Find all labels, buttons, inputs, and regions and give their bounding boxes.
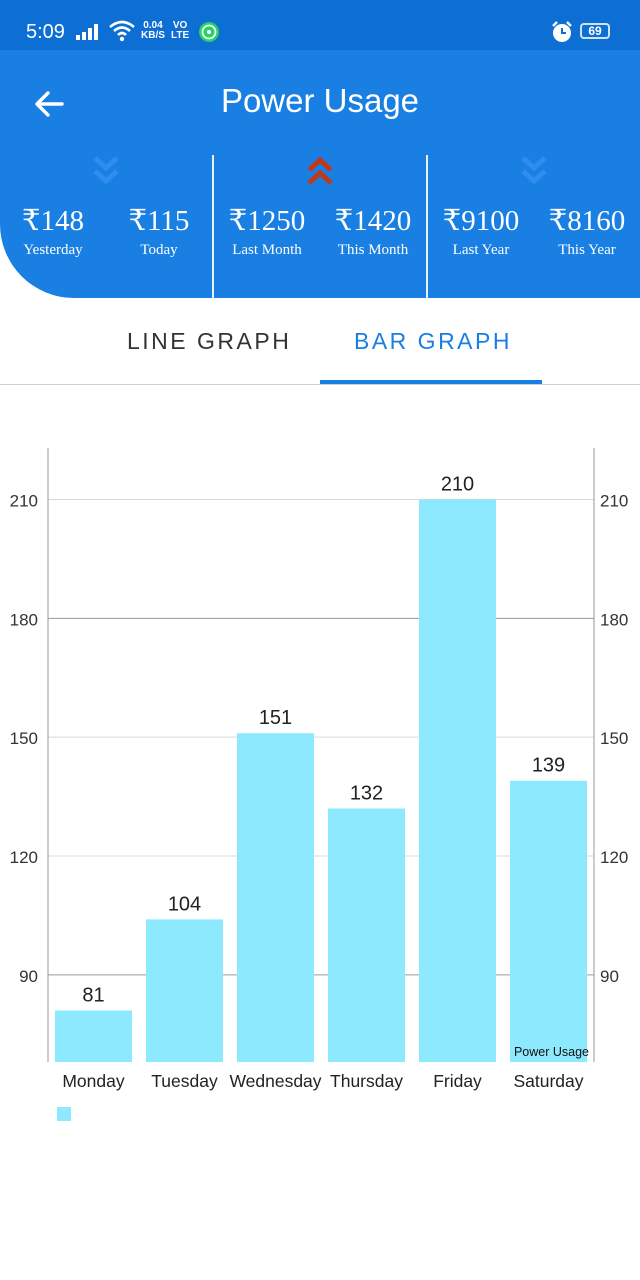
stat-last-month: ₹1250 Last Month [214, 204, 320, 260]
stat-group-month: ₹1250 Last Month ₹1420 This Month [214, 154, 427, 298]
tabs-divider [0, 384, 640, 385]
y-tick-label-left: 120 [10, 848, 38, 867]
stat-label: Last Year [452, 242, 510, 258]
bar-value-label: 151 [259, 707, 292, 729]
page-title: Power Usage [220, 82, 420, 119]
stat-value: ₹148 [22, 205, 84, 237]
stat-label: Yesterday [23, 242, 83, 258]
bar [55, 1010, 132, 1062]
chart-description: Power Usage [514, 1045, 589, 1059]
status-bar: 5:09 0.04 KB/S VO LTE 69 [0, 0, 640, 50]
tab-line-graph[interactable]: LINE GRAPH [127, 328, 292, 354]
stat-group-year: ₹9100 Last Year ₹8160 This Year [428, 154, 640, 298]
y-tick-label-left: 210 [10, 491, 38, 510]
stat-group-day: ₹148 Yesterday ₹115 Today [0, 154, 213, 298]
graph-tabs: LINE GRAPH BAR GRAPH [0, 298, 640, 384]
chevrons-down-icon [93, 156, 119, 185]
divider [426, 155, 428, 298]
legend-swatch [57, 1107, 71, 1121]
bar [237, 733, 314, 1062]
stat-this-year: ₹8160 This Year [534, 204, 640, 260]
header: Power Usage ₹148 Yesterday ₹115 Today ₹1… [0, 50, 640, 298]
battery-level: 69 [588, 24, 602, 38]
tab-indicator [320, 380, 542, 384]
stat-label: Today [140, 242, 178, 258]
bar-value-label: 210 [441, 473, 474, 495]
stat-today: ₹115 Today [106, 204, 212, 260]
bar [328, 808, 405, 1062]
stat-label: This Month [337, 242, 409, 258]
bar-value-label: 139 [532, 755, 565, 777]
bar-value-label: 81 [82, 985, 104, 1007]
y-tick-label-right: 150 [600, 729, 628, 748]
x-tick-label: Monday [62, 1071, 125, 1091]
y-tick-label-left: 150 [10, 729, 38, 748]
net-speed-unit: KB/S [141, 30, 165, 41]
volte-indicator: VO LTE [171, 21, 189, 41]
net-speed: 0.04 KB/S [141, 21, 165, 41]
stat-value: ₹8160 [548, 205, 626, 237]
bar-value-label: 104 [168, 893, 201, 915]
stat-label: This Year [558, 242, 616, 258]
chevrons-down-icon [521, 156, 547, 185]
chevrons-up-icon [307, 156, 333, 185]
stat-value: ₹115 [128, 205, 190, 237]
whatsapp-icon [199, 22, 219, 42]
y-tick-label-right: 180 [600, 610, 628, 629]
stat-value: ₹1250 [228, 205, 306, 237]
y-tick-label-left: 90 [19, 967, 38, 986]
net-speed-value: 0.04 [143, 20, 163, 31]
signal-icon [76, 24, 98, 40]
bar-chart: 90 90 120 120 150 150 180 180 210 210 81 Monday 104 T… [10, 448, 628, 1121]
x-tick-label: Thursday [330, 1071, 403, 1091]
tab-bar-graph[interactable]: BAR GRAPH [354, 328, 512, 354]
stat-last-year: ₹9100 Last Year [428, 204, 534, 260]
x-tick-label: Saturday [513, 1071, 583, 1091]
wifi-icon [109, 20, 135, 42]
y-tick-label-right: 90 [600, 967, 619, 986]
bar [419, 499, 496, 1062]
alarm-icon [552, 21, 572, 42]
volte-bottom: LTE [171, 30, 190, 41]
volte-top: VO [172, 20, 188, 31]
x-tick-label: Tuesday [151, 1071, 218, 1091]
stat-value: ₹9100 [442, 205, 520, 237]
battery-icon: 69 [580, 23, 610, 39]
stat-value: ₹1420 [334, 205, 412, 237]
bar-value-label: 132 [350, 782, 383, 804]
y-tick-label-right: 120 [600, 848, 628, 867]
x-tick-label: Friday [433, 1071, 482, 1091]
y-tick-label-right: 210 [600, 491, 628, 510]
stat-yesterday: ₹148 Yesterday [0, 204, 106, 260]
bar [146, 919, 223, 1062]
status-time: 5:09 [26, 21, 65, 43]
y-tick-label-left: 180 [10, 610, 38, 629]
x-tick-label: Wednesday [229, 1071, 321, 1091]
bar [510, 780, 587, 1062]
arrow-left-icon[interactable] [32, 86, 72, 122]
stat-this-month: ₹1420 This Month [320, 204, 426, 260]
divider [212, 155, 214, 298]
stat-label: Last Month [232, 242, 302, 258]
